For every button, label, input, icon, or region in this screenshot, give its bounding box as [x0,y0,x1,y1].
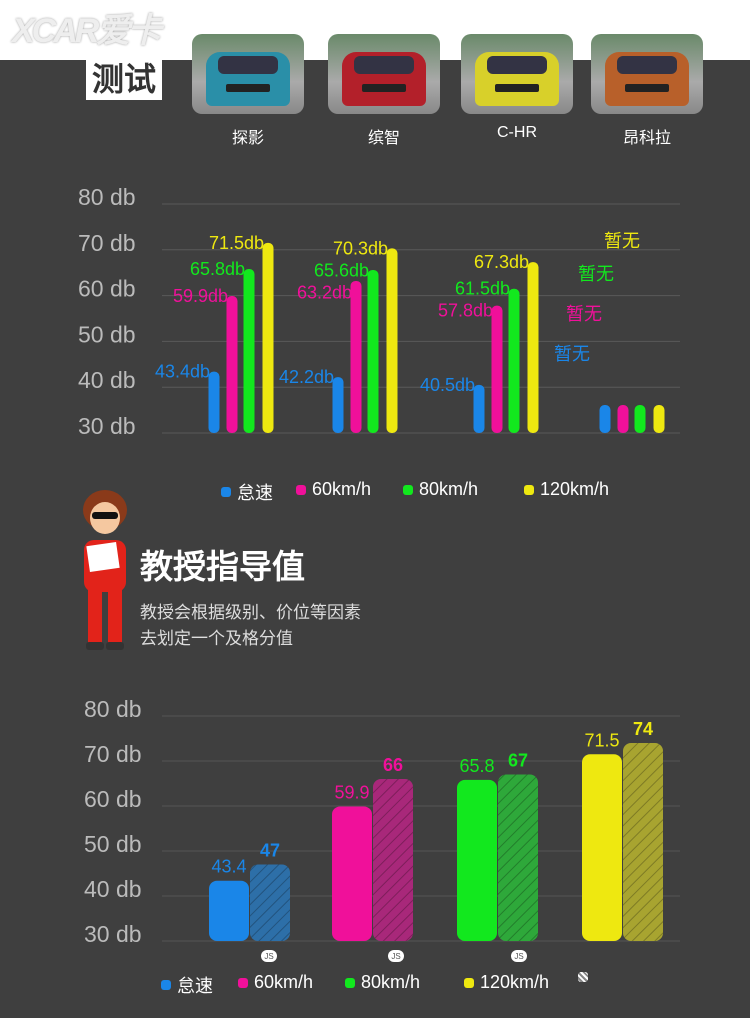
legend-label: 60km/h [254,972,314,992]
data-label: 59.9db [173,286,228,306]
data-label: 暂无 [604,231,640,251]
bar-1 [617,405,629,433]
legend-item [578,972,594,982]
legend-item: 怠速 [221,479,273,505]
car-name: 缤智 [367,130,400,147]
car-name: 探影 [231,130,264,147]
data-label: 71.5db [209,233,264,253]
legend-item: 60km/h [238,972,313,993]
bar-2 [508,288,520,433]
legend-label: 120km/h [480,972,550,992]
legend-label: 60km/h [312,479,372,499]
data-label: 暂无 [566,304,602,324]
bar-2 [634,405,646,433]
desc-line-2: 去划定一个及格分值 [140,629,293,648]
legend-swatch [524,484,534,495]
legend-swatch [403,484,413,495]
y-tick-label: 30 db [78,413,136,439]
y-tick-label: 70 db [78,230,136,256]
legend-item: 怠速 [161,972,213,998]
data-label: 65.6db [314,260,369,280]
bar-1 [491,305,503,433]
bar-0 [332,377,344,433]
bar-3 [527,262,539,433]
data-label: 暂无 [578,264,614,284]
bar-3 [386,248,398,433]
data-label: 63.2db [297,282,352,302]
bar-0 [599,405,611,433]
legend-swatch [221,487,231,497]
car-photo [328,34,440,114]
desc-line-1: 教授会根据级别、价位等因素 [140,603,361,622]
legend-label: 80km/h [361,972,421,992]
y-tick-label: 60 db [78,276,136,302]
car-name: C-HR [497,124,537,141]
data-label: 65.8db [190,259,245,279]
legend-swatch [161,980,171,990]
data-label: 70.3db [333,238,388,258]
legend-item: 120km/h [464,972,549,993]
professor-description: 教授会根据级别、价位等因素 去划定一个及格分值 [140,600,440,652]
data-label: 40.5db [420,375,475,395]
data-label: 暂无 [554,344,590,364]
legend-item: 120km/h [524,479,609,500]
professor-illustration [83,490,127,650]
bar-2 [243,269,255,433]
legend-item: 60km/h [296,479,371,500]
y-tick-label: 40 db [78,367,136,393]
legend-swatch [238,977,248,988]
bar-2 [367,269,379,433]
legend-swatch [578,972,588,982]
data-label: 43.4db [155,362,210,382]
car-name: 昂科拉 [622,130,671,147]
y-tick-label: 50 db [78,321,136,347]
legend-label: 怠速 [237,483,273,503]
data-label: 67.3db [474,252,529,272]
noise-chart: 80 db 70 db 60 db 50 db 40 db 30 db 71.5db 65.8… [78,184,680,439]
legend-label: 120km/h [540,479,610,499]
bar-0 [473,384,485,433]
legend-label: 80km/h [419,479,479,499]
bar-3 [653,405,665,433]
data-label: 57.8db [438,301,493,321]
bar-1 [226,296,238,433]
y-tick-label: 80 db [78,184,136,210]
xcar-logo: XCAR爱卡 [12,12,161,50]
legend-swatch [296,484,306,495]
car-photo [192,34,304,114]
car-photo [461,34,573,114]
legend-item: 80km/h [403,479,478,500]
data-label: 42.2db [279,367,334,387]
professor-title: 教授指导值 [140,548,305,585]
legend-label: 怠速 [177,976,213,996]
legend-item: 80km/h [345,972,420,993]
bar-0 [208,371,220,433]
legend-swatch [464,977,474,988]
bar-3 [262,242,274,433]
bar-1 [350,280,362,433]
car-photo [591,34,703,114]
section-title: 测试 [86,58,162,100]
legend-swatch [345,977,355,988]
data-label: 61.5db [455,279,510,299]
